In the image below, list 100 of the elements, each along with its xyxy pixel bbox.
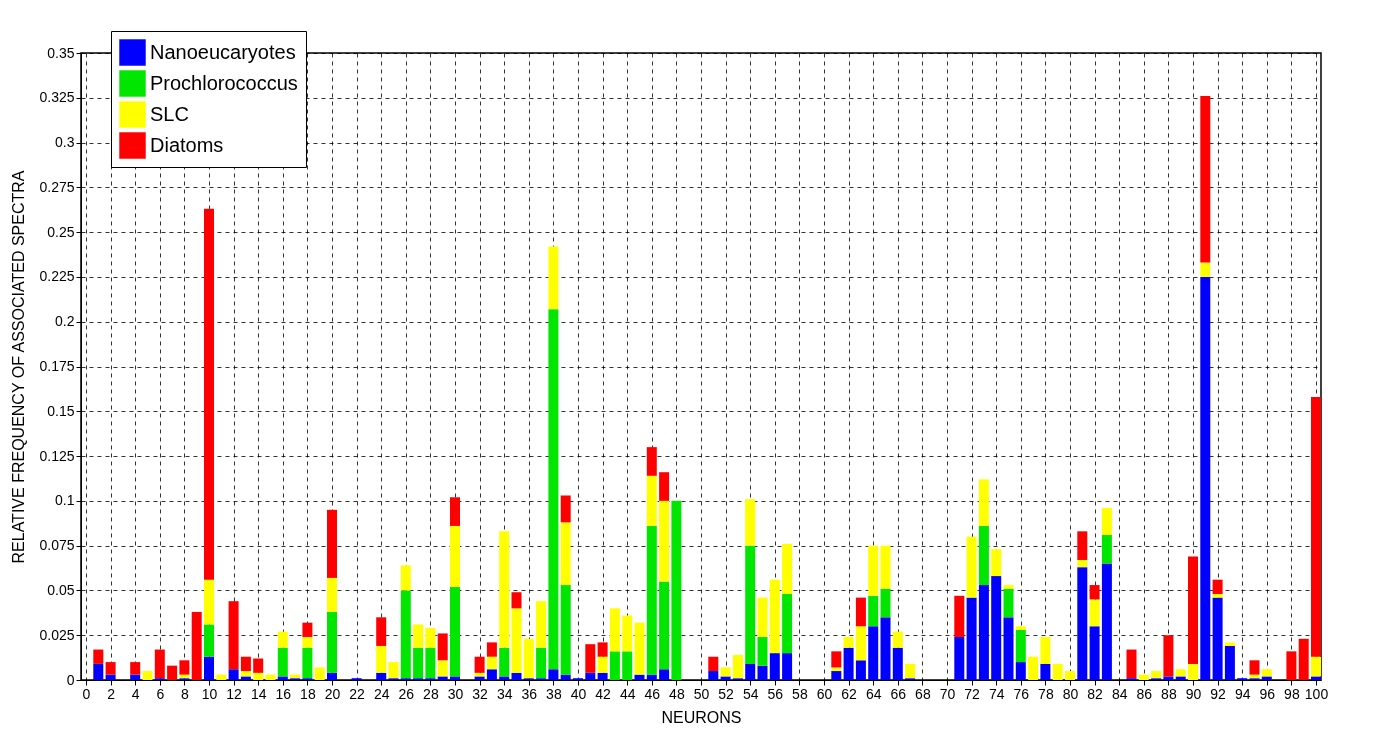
bar bbox=[486, 656, 497, 670]
x-tick-label: 4 bbox=[131, 685, 140, 702]
bar bbox=[1175, 676, 1186, 680]
x-tick-label: 86 bbox=[1136, 685, 1153, 702]
bar bbox=[659, 500, 670, 582]
x-tick-label: 46 bbox=[644, 685, 661, 702]
bar bbox=[732, 654, 743, 679]
bar bbox=[1286, 651, 1297, 680]
x-axis-title: NEURONS bbox=[661, 708, 742, 726]
x-tick-label: 18 bbox=[300, 685, 316, 702]
bar bbox=[474, 656, 485, 673]
x-tick-label: 100 bbox=[1304, 685, 1329, 702]
x-tick-label: 50 bbox=[693, 685, 710, 702]
bar bbox=[1188, 663, 1198, 680]
bar bbox=[954, 595, 965, 638]
y-tick-label: 0.3 bbox=[55, 134, 75, 151]
bar bbox=[1151, 671, 1162, 679]
bar bbox=[302, 622, 313, 638]
bar bbox=[240, 671, 251, 677]
bar bbox=[425, 628, 436, 648]
bar bbox=[880, 588, 891, 618]
bar bbox=[843, 647, 854, 680]
x-tick-label: 26 bbox=[398, 685, 415, 702]
bar bbox=[142, 671, 153, 680]
bar bbox=[327, 672, 337, 680]
bar bbox=[978, 525, 989, 586]
bar bbox=[991, 576, 1002, 680]
bar bbox=[1003, 588, 1014, 618]
bar bbox=[400, 590, 411, 679]
bar bbox=[93, 663, 104, 680]
x-tick-label: 28 bbox=[423, 685, 439, 702]
bar bbox=[1224, 642, 1235, 646]
legend-label: Diatoms bbox=[150, 133, 224, 156]
bar bbox=[708, 656, 719, 672]
bar bbox=[745, 663, 756, 680]
bar bbox=[978, 585, 989, 680]
bar bbox=[253, 658, 264, 673]
bar bbox=[966, 536, 977, 598]
x-tick-label: 34 bbox=[496, 685, 513, 702]
bar bbox=[769, 579, 780, 654]
bar bbox=[437, 660, 448, 677]
x-tick-label: 60 bbox=[816, 685, 833, 702]
bar bbox=[277, 676, 288, 680]
bar bbox=[597, 656, 608, 673]
bar bbox=[204, 208, 214, 580]
x-tick-label: 70 bbox=[939, 685, 956, 702]
y-tick-label: 0.225 bbox=[39, 268, 75, 285]
bar bbox=[204, 579, 214, 625]
x-tick-label: 16 bbox=[275, 685, 292, 702]
y-tick-label: 0.05 bbox=[47, 581, 75, 598]
y-axis-title: RELATIVE FREQUENCY OF ASSOCIATED SPECTRA bbox=[10, 170, 28, 564]
x-tick-label: 30 bbox=[447, 685, 464, 702]
bar bbox=[450, 676, 460, 680]
y-tick-label: 0.275 bbox=[39, 178, 75, 195]
bar bbox=[855, 597, 866, 627]
bar bbox=[1200, 262, 1211, 277]
x-tick-label: 54 bbox=[742, 685, 759, 702]
bar bbox=[659, 472, 670, 501]
bar bbox=[1003, 617, 1014, 680]
bar bbox=[843, 637, 854, 648]
bar bbox=[646, 674, 657, 680]
bar bbox=[1015, 626, 1026, 630]
x-tick-label: 38 bbox=[546, 685, 562, 702]
y-tick-label: 0.15 bbox=[47, 402, 75, 419]
x-tick-label: 42 bbox=[595, 685, 612, 702]
bar bbox=[634, 674, 645, 680]
bar bbox=[1101, 534, 1112, 564]
bar bbox=[1163, 676, 1174, 680]
bar bbox=[1015, 629, 1026, 663]
bar bbox=[855, 626, 866, 661]
bar bbox=[880, 545, 891, 589]
bar bbox=[450, 525, 460, 587]
bar bbox=[1089, 626, 1100, 680]
bar bbox=[782, 653, 793, 680]
bar bbox=[782, 594, 793, 654]
x-tick-label: 82 bbox=[1087, 685, 1104, 702]
bar bbox=[782, 543, 793, 595]
bar bbox=[204, 624, 214, 657]
legend-label: Nanoeucaryotes bbox=[150, 40, 296, 63]
bar bbox=[277, 647, 288, 677]
bar bbox=[1188, 556, 1198, 664]
x-tick-label: 72 bbox=[964, 685, 981, 702]
y-tick-label: 0.2 bbox=[55, 313, 75, 330]
bar bbox=[745, 499, 756, 546]
bar bbox=[376, 645, 387, 673]
bar bbox=[253, 672, 264, 680]
x-tick-label: 20 bbox=[324, 685, 341, 702]
bar bbox=[93, 649, 104, 664]
bar bbox=[1077, 567, 1088, 680]
bar bbox=[425, 647, 436, 679]
bar bbox=[327, 509, 337, 578]
bar bbox=[609, 608, 620, 652]
bar bbox=[228, 669, 239, 680]
bar bbox=[376, 617, 387, 646]
x-tick-label: 76 bbox=[1013, 685, 1030, 702]
bar bbox=[745, 545, 756, 664]
bar bbox=[880, 617, 891, 680]
bar bbox=[388, 662, 399, 679]
bar bbox=[659, 669, 670, 680]
bar bbox=[1200, 95, 1211, 263]
